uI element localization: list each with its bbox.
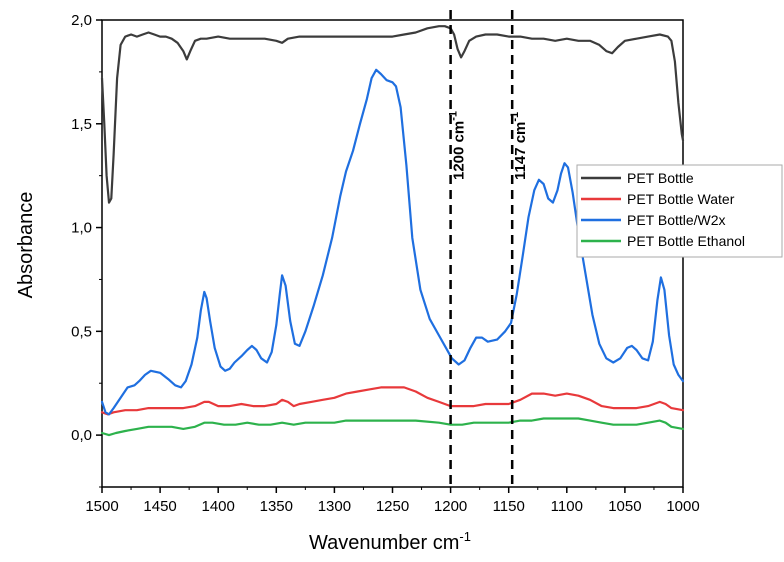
annotation-label: 1200 cm-1 bbox=[448, 111, 468, 180]
x-axis-title-sup: -1 bbox=[459, 529, 471, 544]
annotation-label-sup: -1 bbox=[448, 111, 460, 121]
x-tick-label: 1500 bbox=[85, 498, 118, 515]
x-tick-label: 1350 bbox=[260, 498, 293, 515]
series-line-1 bbox=[100, 25, 685, 204]
x-tick-label: 1150 bbox=[493, 498, 525, 515]
x-axis-title: Wavenumber cm-1 bbox=[309, 529, 471, 554]
y-tick-label: 2,0 bbox=[71, 12, 92, 29]
x-tick-label: 1300 bbox=[318, 498, 351, 515]
x-tick-label: 1050 bbox=[608, 498, 641, 515]
x-tick-label: 1250 bbox=[376, 498, 409, 515]
annotation-label: 1147 cm-1 bbox=[509, 112, 529, 180]
x-tick-label: 1200 bbox=[434, 498, 467, 515]
series-line-2 bbox=[100, 386, 685, 416]
y-tick-label: 1,5 bbox=[71, 116, 92, 133]
y-tick-label: 0,5 bbox=[71, 323, 92, 340]
legend-label: PET Bottle Water bbox=[627, 191, 735, 207]
x-tick-label: 1000 bbox=[666, 498, 699, 515]
x-tick-label: 1400 bbox=[202, 498, 235, 515]
annotation-label-sup: -1 bbox=[509, 112, 521, 122]
y-tick-label: 0,0 bbox=[71, 427, 92, 444]
series-line-4 bbox=[100, 417, 685, 437]
legend: PET Bottle PET Bottle Water PET Bottle/W2x… bbox=[576, 164, 783, 258]
y-tick-label: 1,0 bbox=[71, 220, 92, 237]
y-axis-title: Absorbance bbox=[15, 192, 37, 299]
legend-label: PET Bottle/W2x bbox=[627, 212, 726, 228]
legend-label: PET Bottle bbox=[627, 170, 694, 186]
series-layer bbox=[100, 25, 685, 437]
axis-layer: 1500 1450 1400 1350 1300 1250 1200 1150 1100 1050… bbox=[71, 12, 700, 515]
annotation-label-main: 1147 cm bbox=[512, 122, 529, 180]
x-tick-label: 1450 bbox=[143, 498, 176, 515]
series-line-3 bbox=[100, 68, 685, 416]
annotation-label-main: 1200 cm bbox=[451, 121, 468, 180]
x-tick-label: 1100 bbox=[551, 498, 583, 515]
legend-label: PET Bottle Ethanol bbox=[627, 233, 745, 249]
